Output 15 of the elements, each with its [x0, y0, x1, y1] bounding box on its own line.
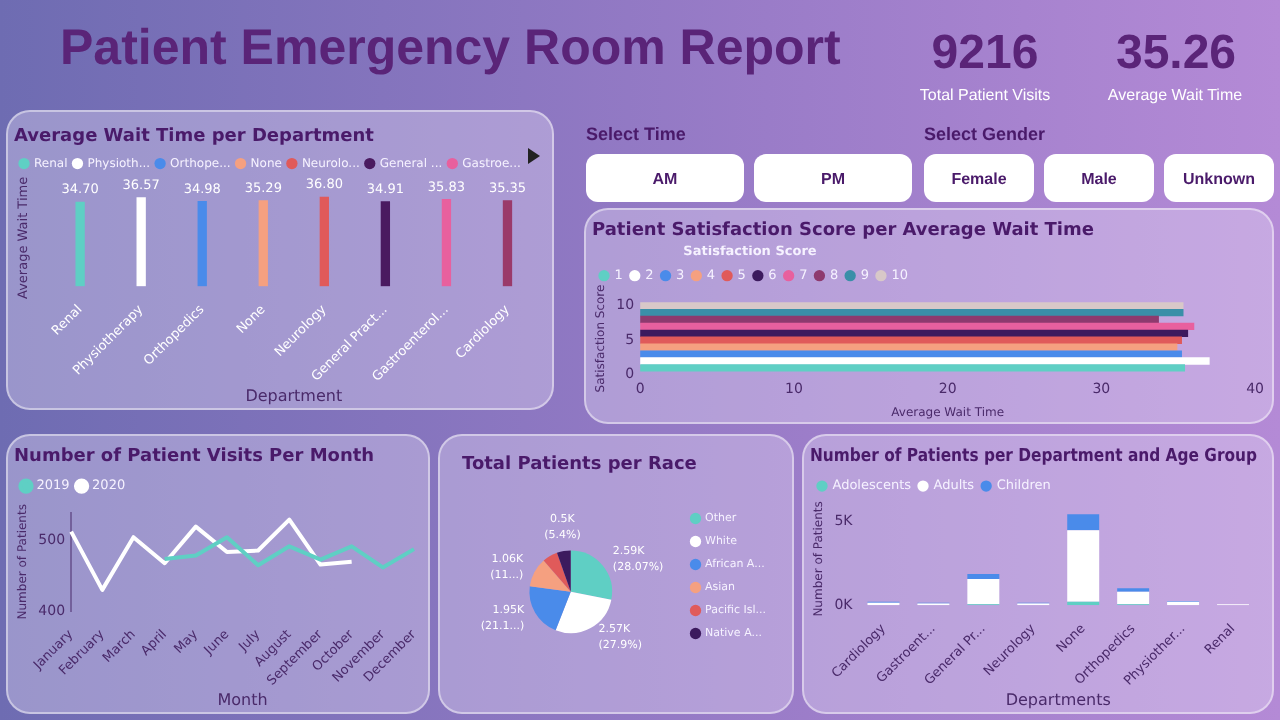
text: 9216	[929, 26, 1041, 82]
chart-title: Total Patients per Race	[462, 455, 697, 476]
text: 35.26	[1113, 26, 1239, 82]
chart-title: Patient Satisfaction Score per Average Wait Time	[592, 221, 1095, 242]
text: Select Time	[586, 124, 686, 144]
x-axis-title: Department	[245, 386, 343, 405]
chart-title: Number of Patient Visits Per Month	[14, 447, 375, 468]
chart-title: Number of Patients per Department and Age Group	[810, 444, 1258, 466]
x-axis-title: Departments	[1005, 690, 1111, 709]
text: Patient Emergency Room Report	[60, 20, 841, 78]
text: Select Gender	[924, 124, 1046, 144]
text: Total Patient Visits	[917, 86, 1053, 104]
text: Average Wait Time	[1105, 86, 1245, 104]
chart-title: Average Wait Time per Department	[14, 127, 376, 148]
x-axis-title: Month	[217, 690, 268, 709]
